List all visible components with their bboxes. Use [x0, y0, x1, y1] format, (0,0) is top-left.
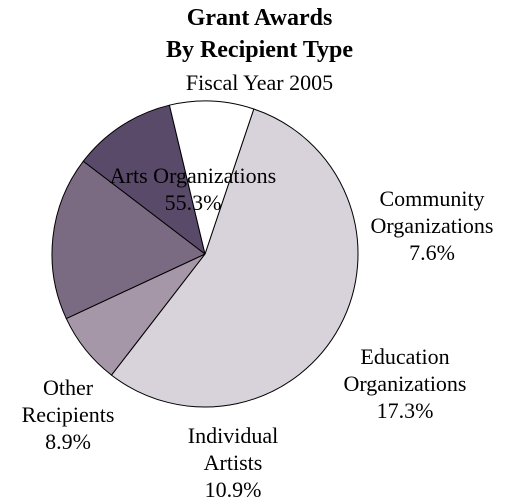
- slice-percent: 17.3%: [377, 398, 434, 423]
- chart-title: Grant Awards: [186, 5, 333, 31]
- slice-label-line: Community: [379, 186, 484, 211]
- slice-label-line: Individual: [188, 423, 278, 448]
- chart-subtitle: Fiscal Year 2005: [185, 70, 334, 95]
- pie-slice-1: [110, 108, 359, 408]
- slice-label-line: Other: [43, 375, 94, 400]
- slice-label-line: Education: [360, 344, 449, 369]
- slice-label-line: Artists: [204, 450, 263, 475]
- slice-percent: 7.6%: [409, 240, 455, 265]
- pie-slice-5: [168, 100, 255, 255]
- slice-label-line: Recipients: [22, 402, 115, 427]
- slice-percent: 8.9%: [45, 429, 91, 454]
- slice-percent: 55.3%: [165, 190, 222, 215]
- slice-label-line: Organizations: [343, 371, 466, 396]
- slice-label-line: Arts Organizations: [110, 163, 276, 188]
- slice-label-2: Community Organizations 7.6%: [370, 186, 493, 265]
- chart-title-line2: By Recipient Type: [165, 37, 354, 63]
- pie-labels: Arts Organizations 55.3% Community Organiza…: [22, 163, 494, 502]
- slice-label-3: Education Organizations 17.3%: [343, 344, 466, 423]
- slice-label-4: Individual Artists 10.9%: [188, 423, 278, 502]
- slice-label-5: Other Recipients 8.9%: [22, 375, 115, 454]
- pie-slice-3: [51, 160, 206, 320]
- pie-slice-4: [82, 104, 206, 255]
- slice-label-1: Arts Organizations 55.3%: [110, 163, 276, 215]
- slice-percent: 10.9%: [205, 477, 262, 502]
- slice-label-line: Organizations: [370, 213, 493, 238]
- pie-slices: [51, 100, 359, 408]
